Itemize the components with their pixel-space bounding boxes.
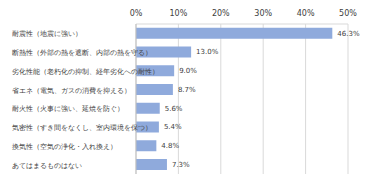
svg-text:50%: 50% [339, 9, 357, 18]
svg-text:20%: 20% [212, 9, 230, 18]
svg-text:省エネ（電気、ガスの消費を抑える）: 省エネ（電気、ガスの消費を抑える） [12, 87, 131, 95]
svg-text:あてはまるものはない: あてはまるものはない [12, 162, 82, 170]
svg-text:30%: 30% [254, 9, 272, 18]
svg-text:0%: 0% [130, 9, 143, 18]
svg-text:40%: 40% [297, 9, 315, 18]
svg-text:7.3%: 7.3% [172, 161, 190, 169]
svg-text:9.0%: 9.0% [179, 67, 197, 75]
svg-text:換気性（空気の浄化・入れ換え）: 換気性（空気の浄化・入れ換え） [12, 143, 117, 151]
svg-text:劣化性能（老朽化の抑制、経年劣化への耐性）: 劣化性能（老朽化の抑制、経年劣化への耐性） [12, 68, 159, 76]
svg-text:13.0%: 13.0% [196, 48, 219, 56]
svg-text:46.3%: 46.3% [337, 30, 360, 38]
svg-text:断熱性（外部の熱を遮断、内部の熱を守る）: 断熱性（外部の熱を遮断、内部の熱を守る） [12, 49, 152, 57]
svg-text:4.8%: 4.8% [161, 142, 179, 150]
svg-text:気密性（すき間をなくし、室内環境を保つ）: 気密性（すき間をなくし、室内環境を保つ） [12, 124, 152, 132]
svg-text:5.6%: 5.6% [165, 105, 183, 113]
svg-text:10%: 10% [170, 9, 188, 18]
svg-text:耐震性（地震に強い）: 耐震性（地震に強い） [12, 30, 82, 38]
svg-text:8.7%: 8.7% [178, 86, 196, 94]
svg-text:5.4%: 5.4% [164, 123, 182, 131]
svg-text:耐火性（火事に強い、延焼を防ぐ）: 耐火性（火事に強い、延焼を防ぐ） [12, 105, 124, 113]
